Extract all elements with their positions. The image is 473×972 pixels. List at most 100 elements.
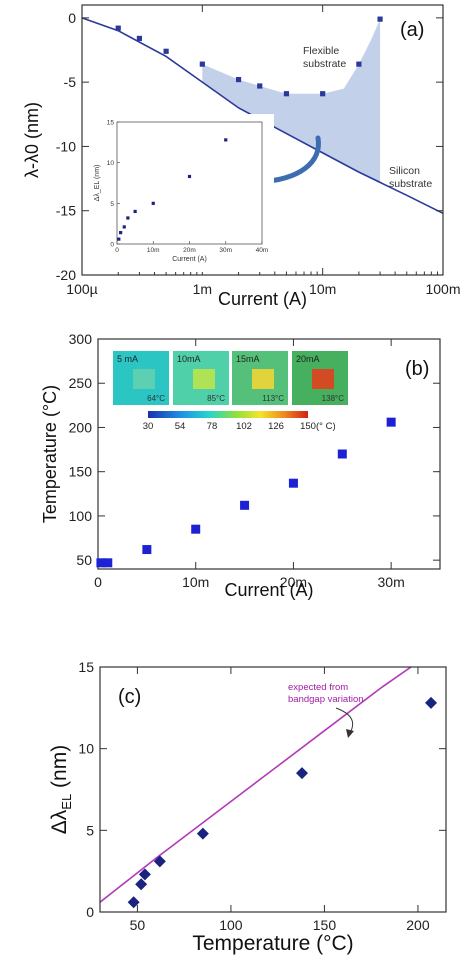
inset-x-tick-label: 40m — [256, 247, 269, 254]
thermal-image-label: 20mA — [296, 354, 320, 364]
annotation-flexible-2: substrate — [303, 58, 346, 70]
data-point-flexible — [235, 76, 242, 83]
inset-data-point — [187, 174, 192, 179]
y-tick-label: 100 — [69, 508, 93, 524]
inset-background — [89, 114, 274, 272]
y-tick-label: 0 — [68, 10, 76, 26]
data-point-flexible — [320, 91, 326, 97]
y-axis-label-sub: EL — [59, 794, 74, 810]
x-axis-label: Current (A) — [224, 580, 313, 600]
x-tick-label: 200 — [406, 917, 430, 933]
x-tick-label: 1m — [193, 281, 212, 297]
thermal-hotspot — [193, 369, 215, 389]
inset-data-point — [224, 138, 228, 142]
data-point-square — [103, 558, 113, 568]
thermal-image-temp: 85°C — [207, 394, 225, 403]
inset-x-tick-label: 10m — [147, 247, 160, 254]
data-point-diamond — [135, 878, 148, 891]
thermal-image-label: 5 mA — [117, 354, 138, 364]
y-tick-label: 250 — [69, 375, 93, 391]
x-tick-label: 0 — [94, 574, 102, 590]
y-tick-label: 50 — [76, 552, 92, 568]
thermal-image-temp: 113°C — [262, 394, 284, 403]
shaded-difference-region — [202, 19, 381, 183]
data-point-square — [96, 558, 106, 568]
inset-data-point — [117, 237, 121, 241]
data-point-diamond — [196, 827, 209, 840]
x-tick-label: 50 — [130, 917, 146, 933]
data-point-flexible — [163, 48, 169, 54]
inset-y-tick-label: 5 — [110, 201, 114, 208]
y-tick-label: 300 — [69, 331, 93, 347]
data-point-square — [142, 545, 152, 555]
annotation-line-2: bandgap variation — [288, 694, 364, 705]
y-tick-label: 5 — [86, 822, 94, 838]
inset-y-label: Δλ_EL (nm) — [94, 165, 101, 202]
inset-x-label: Current (A) — [172, 256, 207, 263]
data-point-flexible — [115, 25, 121, 31]
y-axis-label-unit: (nm) — [48, 745, 71, 794]
y-axis-label: Temperature (°C) — [40, 385, 60, 523]
x-tick-label: 100 — [219, 917, 243, 933]
inset-data-point — [126, 216, 130, 220]
inset-x-tick-label: 0 — [115, 247, 119, 254]
colorbar-tick-label: 126 — [268, 421, 284, 432]
data-point-flexible — [377, 16, 383, 22]
inset-y-tick-label: 10 — [107, 160, 115, 167]
y-axis-label: λ-λ0 (nm) — [22, 102, 42, 178]
data-point-flexible — [356, 61, 362, 67]
x-axis-label: Current (A) — [218, 289, 307, 309]
colorbar — [148, 411, 308, 418]
thermal-image-label: 15mA — [236, 354, 260, 364]
inset-y-tick-label: 0 — [110, 242, 114, 249]
plot-frame-b — [97, 338, 441, 570]
y-axis-label: ΔλEL (nm) — [48, 745, 74, 834]
thermal-image-temp: 138°C — [322, 394, 345, 403]
x-tick-label: 10m — [182, 574, 209, 590]
thermal-hotspot — [252, 369, 274, 389]
x-tick-label: 30m — [378, 574, 405, 590]
inset-data-point — [119, 231, 123, 235]
x-tick-label: 100µ — [66, 281, 97, 297]
data-point-square — [386, 417, 396, 427]
panel-b: 0 10m 20m 30m 50 100 150 200 250 300 Current (A) Te… — [40, 331, 441, 600]
data-point-diamond — [295, 767, 308, 780]
inset-x-tick-label: 30m — [219, 247, 232, 254]
y-tick-label: 150 — [69, 464, 93, 480]
data-point-diamond — [127, 896, 140, 909]
y-axis-label-main: Δλ — [48, 809, 71, 834]
data-point-square — [240, 500, 250, 510]
y-tick-label: -10 — [56, 138, 76, 154]
y-tick-label: -20 — [56, 267, 76, 283]
colorbar-unit: (° C) — [316, 421, 336, 432]
y-tick-label: 0 — [86, 904, 94, 920]
inset-data-point — [133, 209, 137, 214]
colorbar-tick-label: 78 — [207, 421, 218, 432]
annotation-silicon-2: substrate — [389, 178, 432, 190]
colorbar-tick-label: 30 — [143, 421, 154, 432]
x-tick-label: 20m — [280, 574, 307, 590]
x-tick-label: 100m — [425, 281, 460, 297]
inset-y-tick-label: 15 — [107, 120, 115, 127]
panel-a: 100µ 1m 10m 100m 0 -5 -10 -15 -20 Current (A) λ-λ0… — [22, 4, 461, 309]
data-point-square — [191, 524, 201, 534]
inset-data-point — [122, 225, 126, 229]
inset-data-point — [151, 201, 155, 205]
colorbar-tick-label: 150 — [300, 421, 316, 432]
panel-letter-a: (a) — [400, 19, 424, 41]
data-point-flexible — [283, 91, 290, 97]
data-point-diamond — [138, 868, 151, 881]
y-tick-label: -5 — [64, 74, 77, 90]
x-tick-label: 10m — [309, 281, 336, 297]
annotation-line-1: expected from — [288, 682, 348, 693]
data-point-flexible — [136, 35, 143, 42]
data-point-flexible — [257, 83, 263, 89]
y-tick-label: -15 — [56, 203, 76, 219]
y-tick-label: 10 — [78, 741, 94, 757]
thermal-image-label: 10mA — [177, 354, 201, 364]
inset-x-tick-label: 20m — [183, 247, 196, 254]
data-point-square — [288, 478, 298, 488]
plot-frame-a — [81, 4, 444, 276]
thermal-image-temp: 64°C — [147, 394, 165, 403]
